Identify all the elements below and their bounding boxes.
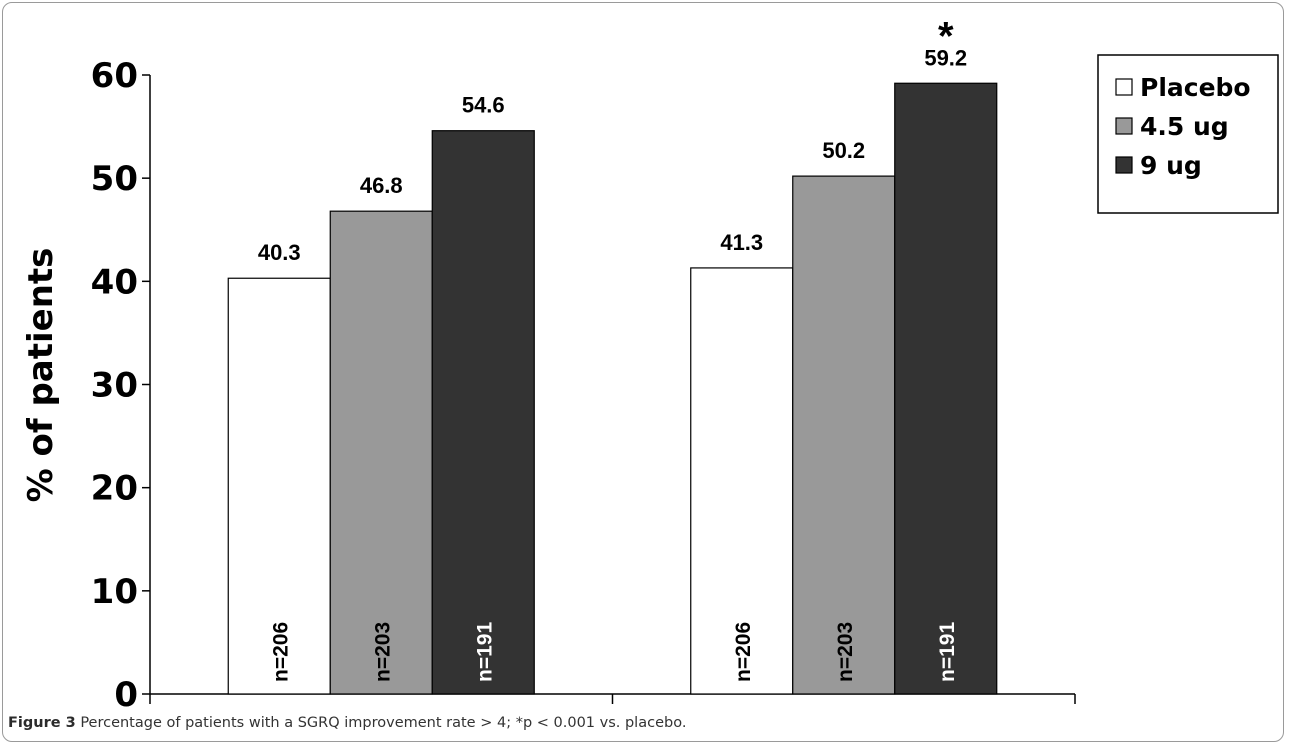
bar-value-label: 46.8 [360, 173, 403, 198]
bar-value-label: 59.2 [924, 45, 967, 70]
bar [329, 210, 433, 695]
y-axis-label: % of patients [21, 248, 61, 503]
bar [894, 82, 998, 695]
legend-swatch [1115, 156, 1133, 174]
significance-star: * [938, 14, 954, 58]
y-tick-label: 30 [91, 366, 138, 406]
figure-caption-label: Figure 3 [8, 715, 76, 731]
bar-n-label: n=203 [834, 622, 857, 682]
y-tick-label: 20 [91, 469, 138, 509]
bar-chart: % of patients 0 10 20 30 40 50 60 40.3 n=206 46.… [21, 14, 1279, 712]
y-ticks: 0 10 20 30 40 50 60 [91, 56, 150, 712]
bar-n-label: n=206 [269, 622, 292, 682]
legend-swatch [1115, 78, 1133, 96]
legend-label: 4.5 ug [1140, 112, 1229, 141]
bar-value-label: 50.2 [822, 138, 865, 163]
bar [431, 130, 535, 695]
bar-n-label: n=206 [732, 622, 755, 682]
bar-value-label: 54.6 [462, 93, 505, 118]
y-tick-label: 0 [114, 675, 138, 712]
bar [690, 267, 794, 695]
y-tick-label: 10 [91, 572, 138, 612]
bar-n-label: n=191 [473, 622, 496, 682]
y-tick-label: 60 [91, 56, 138, 96]
legend: Placebo 4.5 ug 9 ug [1097, 54, 1279, 214]
bar-n-label: n=191 [936, 622, 959, 682]
bar [792, 175, 896, 695]
figure-caption-text: Percentage of patients with a SGRQ impro… [80, 715, 687, 731]
bars: 40.3 n=206 46.8 n=203 54.6 n=191 41.3 n=206 50.2… [227, 14, 998, 695]
y-tick-label: 40 [91, 262, 138, 302]
legend-label: 9 ug [1140, 151, 1202, 180]
bar-value-label: 41.3 [720, 230, 763, 255]
bar-value-label: 40.3 [258, 240, 301, 265]
figure-caption: Figure 3 Percentage of patients with a S… [8, 715, 1278, 731]
legend-swatch [1115, 117, 1133, 135]
bar-n-label: n=203 [371, 622, 394, 682]
legend-label: Placebo [1140, 73, 1251, 102]
y-tick-label: 50 [91, 159, 138, 199]
bar [227, 277, 331, 695]
